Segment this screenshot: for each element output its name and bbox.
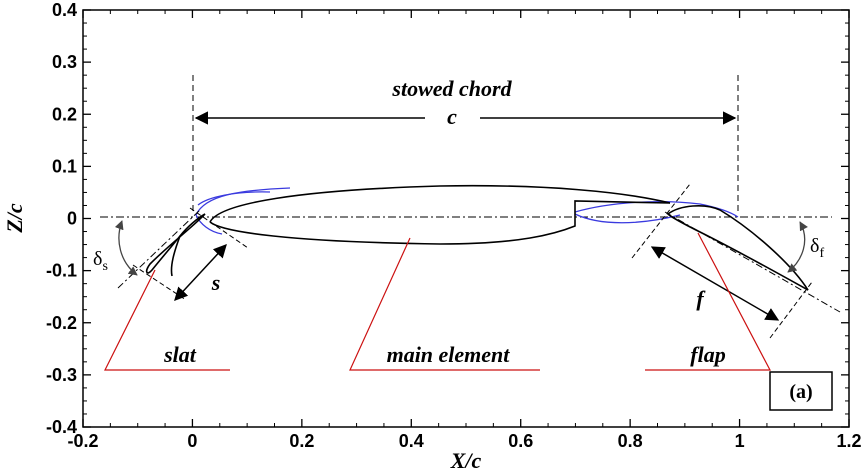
slat-gap-tick — [132, 264, 187, 301]
y-tick-label: 0.1 — [52, 156, 77, 176]
x-tick-label: 0.4 — [399, 431, 424, 451]
delta-s-symbol: δ — [93, 248, 102, 270]
panel-label-box — [769, 371, 833, 411]
slat-deflection-arc — [114, 220, 138, 276]
delta-s-subscript: s — [102, 259, 107, 274]
flap-shape — [666, 205, 809, 291]
flap-chord-line — [664, 211, 841, 313]
x-tick-label: 0 — [187, 431, 197, 451]
y-tick-label: 0.4 — [52, 0, 77, 20]
delta-f-subscript: f — [819, 246, 824, 261]
flap-gap-tick — [769, 281, 813, 339]
x-tick-label: -0.2 — [67, 431, 98, 451]
x-tick-label: 0.2 — [289, 431, 314, 451]
delta-f-symbol: δ — [810, 235, 819, 257]
delta-s-label: δs — [93, 248, 108, 274]
y-tick-label: 0 — [67, 209, 77, 229]
slat-gap-arrow — [174, 244, 227, 301]
x-tick-label: 1.2 — [836, 431, 861, 451]
x-tick-label: 0.6 — [508, 431, 533, 451]
flap-gap-arrow — [650, 246, 780, 321]
x-tick-label: 0.8 — [618, 431, 643, 451]
y-tick-label: -0.3 — [46, 365, 77, 385]
flap-deflection-arc — [787, 221, 808, 273]
panel-label: (a) — [789, 381, 812, 403]
axis-ticks: -0.2 0 0.2 0.4 0.6 0.8 1 1.2 0.4 0.3 0.2 0.1 0 -0.1 -0… — [46, 0, 862, 451]
delta-f-label: δf — [810, 235, 824, 261]
slat-gap-tick — [189, 207, 249, 249]
y-tick-label: 0.2 — [52, 104, 77, 124]
y-tick-label: -0.1 — [46, 261, 77, 281]
y-tick-label: -0.4 — [46, 417, 77, 437]
y-tick-label: -0.2 — [46, 313, 77, 333]
stowed-chord-label: stowed chord — [391, 76, 512, 101]
main-element-shape — [209, 184, 671, 223]
stowed-airfoil — [195, 187, 739, 235]
slat-chord-line — [117, 209, 201, 289]
flap-label: flap — [690, 342, 725, 367]
deployed-airfoil — [145, 184, 809, 291]
main-element-label: main element — [387, 342, 511, 367]
x-axis-title: X/c — [450, 448, 482, 473]
y-axis-title: Z/c — [2, 203, 27, 234]
main-element-leader — [349, 237, 540, 371]
chord-symbol-label: c — [447, 104, 457, 129]
y-tick-label: 0.3 — [52, 52, 77, 72]
slat-shape — [145, 213, 206, 274]
gap-s-label: s — [211, 270, 221, 295]
gap-f-label: f — [696, 286, 706, 311]
x-tick-label: 1 — [735, 431, 745, 451]
flap-leader — [645, 232, 771, 371]
slat-label: slat — [163, 342, 197, 367]
slat-leader — [104, 269, 230, 371]
